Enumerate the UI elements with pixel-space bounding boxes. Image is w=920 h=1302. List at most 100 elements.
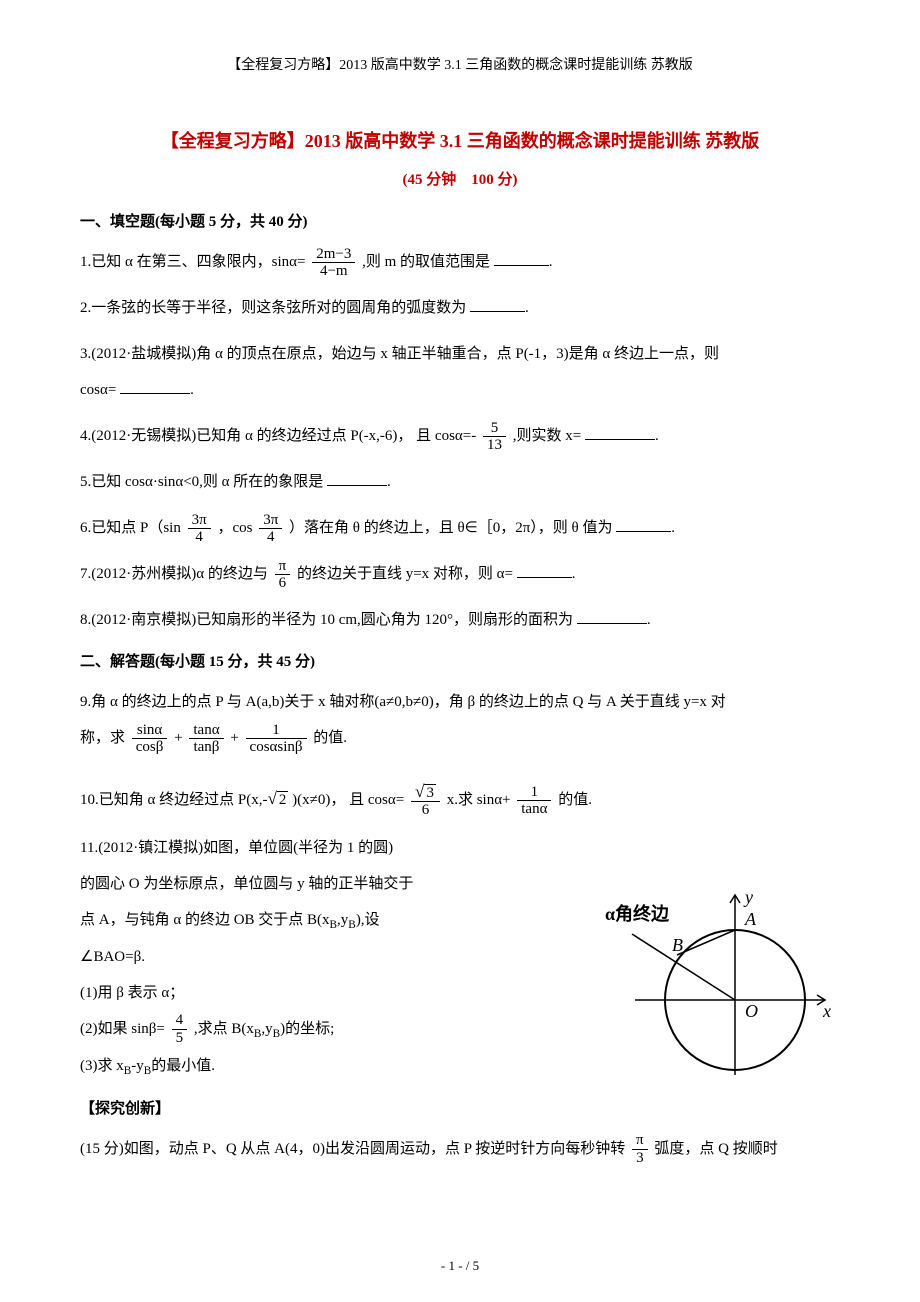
period: . xyxy=(655,428,659,444)
plus-sign: + xyxy=(174,730,182,746)
q11-c2: ,y xyxy=(337,912,348,928)
q4-den: 13 xyxy=(483,437,506,454)
q11-2b: ,求点 B(x xyxy=(194,1021,254,1037)
q1-fraction: 2m−3 4−m xyxy=(309,246,358,280)
q9-c: 的值. xyxy=(313,730,347,746)
question-9: 9.角 α 的终边上的点 P 与 A(a,b)关于 x 轴对称(a≠0,b≠0)… xyxy=(80,684,840,756)
q7-b: 的终边关于直线 y=x 对称，则 α= xyxy=(297,566,513,582)
blank-field xyxy=(585,424,655,440)
question-10: 10.已知角 α 终边经过点 P(x,-√2 )(x≠0)， 且 cosα= √… xyxy=(80,778,840,819)
q9-a: 9.角 α 的终边上的点 P 与 A(a,b)关于 x 轴对称(a≠0,b≠0)… xyxy=(80,694,726,710)
blank-field xyxy=(120,378,190,394)
q9-b: 称，求 xyxy=(80,730,125,746)
q11-2-frac: 4 5 xyxy=(169,1012,191,1046)
blank-field xyxy=(494,250,549,266)
sub-b: B xyxy=(330,919,338,931)
q10-a: 10.已知角 α 终边经过点 P(x,- xyxy=(80,792,267,808)
q6-frac2: 3π 4 xyxy=(256,512,285,546)
section-heading-3: 【探究创新】 xyxy=(80,1097,840,1121)
period: . xyxy=(190,382,194,398)
section-heading-2: 二、解答题(每小题 15 分，共 45 分) xyxy=(80,650,840,674)
q12-frac: π 3 xyxy=(629,1132,651,1166)
q11-d: ∠BAO=β. xyxy=(80,949,145,965)
blank-field xyxy=(470,296,525,312)
q12-a: (15 分)如图，动点 P、Q 从点 A(4，0)出发沿圆周运动，点 P 按逆时… xyxy=(80,1141,625,1157)
q10-c: x.求 sinα+ xyxy=(447,792,511,808)
blank-field xyxy=(616,516,671,532)
q9-t1d: cosβ xyxy=(132,739,168,756)
q10-f2d: tanα xyxy=(517,801,551,818)
fig-label-alpha: α角终边 xyxy=(605,903,670,924)
page-footer: - 1 - / 5 xyxy=(0,1256,920,1277)
q1-text-b: ,则 m 的取值范围是 xyxy=(362,254,490,270)
period: . xyxy=(549,254,553,270)
q11-c3: ),设 xyxy=(356,912,380,928)
q12-num: π xyxy=(632,1132,648,1150)
q10-f1d: 6 xyxy=(411,802,440,819)
q12-den: 3 xyxy=(632,1150,648,1167)
q9-t2d: tanβ xyxy=(189,739,223,756)
q4-num: 5 xyxy=(483,420,506,438)
q11-2d: )的坐标; xyxy=(280,1021,334,1037)
q6-frac1: 3π 4 xyxy=(185,512,214,546)
period: . xyxy=(525,300,529,316)
q7-a: 7.(2012·苏州模拟)α 的终边与 xyxy=(80,566,268,582)
q10-f2n: 1 xyxy=(517,784,551,802)
q11-a: 11.(2012·镇江模拟)如图，单位圆(半径为 1 的圆) xyxy=(80,840,393,856)
q10-frac2: 1 tanα xyxy=(514,784,554,818)
q7-frac: π 6 xyxy=(272,558,294,592)
question-2: 2.一条弦的长等于半径，则这条弦所对的圆周角的弧度数为 . xyxy=(80,290,840,326)
q5-text: 5.已知 cosα·sinα<0,则 α 所在的象限是 xyxy=(80,474,323,490)
unit-circle-figure: A B O x y α角终边 xyxy=(575,885,835,1085)
blank-field xyxy=(577,608,647,624)
q11-1: (1)用 β 表示 α； xyxy=(80,985,184,1001)
q1-frac-num: 2m−3 xyxy=(312,246,355,264)
q6-num1: 3π xyxy=(188,512,211,530)
q10-b: )(x≠0)， 且 cosα= xyxy=(292,792,404,808)
plus-sign: + xyxy=(230,730,238,746)
q6-den1: 4 xyxy=(188,529,211,546)
q11-3c: 的最小值. xyxy=(151,1058,215,1074)
q6-den2: 4 xyxy=(259,529,282,546)
breadcrumb-header: 【全程复习方略】2013 版高中数学 3.1 三角函数的概念课时提能训练 苏教版 xyxy=(80,55,840,77)
question-11: 11.(2012·镇江模拟)如图，单位圆(半径为 1 的圆) 的圆心 O 为坐标… xyxy=(80,830,520,1085)
q9-term2: tanα tanβ xyxy=(186,722,226,756)
question-6: 6.已知点 P（sin 3π 4 ，cos 3π 4 ）落在角 θ 的终边上，且… xyxy=(80,510,840,546)
question-12: (15 分)如图，动点 P、Q 从点 A(4，0)出发沿圆周运动，点 P 按逆时… xyxy=(80,1131,840,1167)
q11-2d: 5 xyxy=(172,1030,188,1047)
q10-f1n: √3 xyxy=(411,783,440,803)
blank-field xyxy=(517,562,572,578)
q9-t3d: cosαsinβ xyxy=(246,739,307,756)
question-1: 1.已知 α 在第三、四象限内，sinα= 2m−3 4−m ,则 m 的取值范… xyxy=(80,244,840,280)
q9-t3n: 1 xyxy=(246,722,307,740)
q10-frac1: √3 6 xyxy=(408,783,443,819)
q9-t1n: sinα xyxy=(132,722,168,740)
page-title: 【全程复习方略】2013 版高中数学 3.1 三角函数的概念课时提能训练 苏教版 xyxy=(80,127,840,156)
q8-text: 8.(2012·南京模拟)已知扇形的半径为 10 cm,圆心角为 120°，则扇… xyxy=(80,612,573,628)
q9-term1: sinα cosβ xyxy=(129,722,171,756)
fig-label-b: B xyxy=(672,935,683,955)
q11-2c: ,y xyxy=(261,1021,272,1037)
page-subtitle: (45 分钟 100 分) xyxy=(80,168,840,192)
fig-label-x: x xyxy=(822,1001,831,1021)
q4-fraction: 5 13 xyxy=(480,420,509,454)
fig-label-y: y xyxy=(743,887,753,907)
q12-b: 弧度，点 Q 按顺时 xyxy=(654,1141,777,1157)
q6-a: 6.已知点 P（sin xyxy=(80,520,181,536)
q6-num2: 3π xyxy=(259,512,282,530)
question-4: 4.(2012·无锡模拟)已知角 α 的终边经过点 P(-x,-6)， 且 co… xyxy=(80,418,840,454)
sqrt-2: √2 xyxy=(267,778,288,819)
q1-text-a: 1.已知 α 在第三、四象限内，sinα= xyxy=(80,254,305,270)
q10-d: 的值. xyxy=(558,792,592,808)
q6-c: ）落在角 θ 的终边上，且 θ∈［0，2π），则 θ 值为 xyxy=(289,520,612,536)
question-8: 8.(2012·南京模拟)已知扇形的半径为 10 cm,圆心角为 120°，则扇… xyxy=(80,602,840,638)
q4-text-b: ,则实数 x= xyxy=(513,428,581,444)
q11-2a: (2)如果 sinβ= xyxy=(80,1021,165,1037)
q11-3b: -y xyxy=(131,1058,144,1074)
q11-2n: 4 xyxy=(172,1012,188,1030)
sub-b: B xyxy=(273,1028,281,1040)
question-7: 7.(2012·苏州模拟)α 的终边与 π 6 的终边关于直线 y=x 对称，则… xyxy=(80,556,840,592)
q6-b: ，cos xyxy=(217,520,252,536)
sub-b: B xyxy=(348,919,356,931)
q9-t2n: tanα xyxy=(189,722,223,740)
